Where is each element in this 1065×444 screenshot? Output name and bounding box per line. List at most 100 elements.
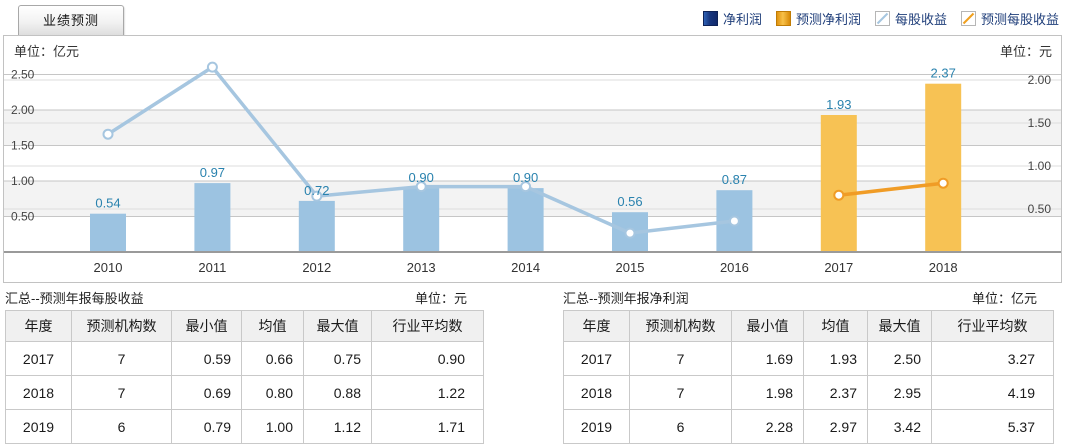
column-header: 最小值	[171, 310, 242, 342]
left-axis-tick-label: 2.50	[11, 68, 35, 82]
table-cell: 2018	[5, 375, 72, 410]
tab-performance-forecast[interactable]: 业绩预测	[18, 5, 124, 35]
forecast-eps-line-swatch-icon	[960, 11, 976, 26]
table-cell: 0.79	[171, 409, 242, 444]
table-cell: 1.22	[371, 375, 484, 410]
bar-value-label: 0.54	[95, 196, 120, 211]
table-cell: 2.97	[803, 409, 868, 444]
x-axis-year-label: 2018	[929, 260, 958, 275]
column-header: 年度	[563, 310, 630, 342]
table-cell: 3.42	[867, 409, 932, 444]
table-header-row: 年度 预测机构数 最小值 均值 最大值 行业平均数	[5, 310, 484, 342]
chart-legend: 净利润 预测净利润 每股收益 预测每股收益	[702, 9, 1059, 28]
table-cell: 6	[629, 409, 732, 444]
bar-value-label: 0.72	[304, 183, 329, 198]
table-cell: 0.80	[241, 375, 304, 410]
legend-label: 预测每股收益	[980, 12, 1059, 27]
table-cell: 2.37	[803, 375, 868, 410]
right-axis-unit-label: 单位：元	[999, 44, 1052, 59]
table-cell: 7	[629, 375, 732, 410]
table-cell: 6	[71, 409, 172, 444]
plot-band	[4, 110, 1061, 146]
table-cell: 4.19	[931, 375, 1054, 410]
table-cell: 7	[71, 341, 172, 376]
left-axis-tick-label: 2.00	[11, 103, 35, 117]
column-header: 行业平均数	[371, 310, 484, 342]
point-每股收益	[415, 181, 427, 193]
left-axis-tick-label: 0.50	[11, 210, 35, 224]
table-cell: 3.27	[931, 341, 1054, 376]
table-row: 2019 6 2.28 2.97 3.42 5.37	[563, 409, 1054, 444]
table-cell: 1.71	[371, 409, 484, 444]
point-每股收益	[311, 190, 323, 202]
x-axis-year-label: 2016	[720, 260, 749, 275]
table-cell: 2017	[5, 341, 72, 376]
column-header: 年度	[5, 310, 72, 342]
table-cell: 2.28	[731, 409, 804, 444]
table-cell: 0.88	[303, 375, 372, 410]
bar-预测净利润-2017	[820, 115, 857, 252]
table-cell: 2019	[563, 409, 630, 444]
column-header: 最大值	[867, 310, 932, 342]
chart-canvas: 0.54 0.97 0.72 0.90 0.90 0.56 0.87 1.93 2.37 0.50…	[4, 61, 1061, 275]
eps-line-swatch-icon	[874, 11, 890, 26]
bar-value-label: 0.90	[409, 170, 434, 185]
bar-value-label: 1.93	[826, 97, 851, 112]
net-profit-swatch-icon	[702, 11, 718, 26]
x-axis-year-label: 2014	[511, 260, 540, 275]
table-cell: 1.93	[803, 341, 868, 376]
bar-净利润-2010	[90, 213, 126, 252]
column-header: 均值	[803, 310, 868, 342]
eps-table-unit-label: 单位：元	[414, 290, 467, 306]
point-每股收益	[206, 61, 218, 73]
table-cell: 7	[71, 375, 172, 410]
point-每股收益	[102, 128, 114, 140]
table-cell: 0.69	[171, 375, 242, 410]
right-axis-tick-label: 1.00	[1028, 159, 1052, 173]
column-header: 均值	[241, 310, 304, 342]
column-header: 预测机构数	[629, 310, 732, 342]
column-header: 预测机构数	[71, 310, 172, 342]
point-预测每股收益	[833, 189, 845, 201]
table-cell: 5.37	[931, 409, 1054, 444]
legend-label: 净利润	[722, 12, 762, 27]
net-profit-table-title: 汇总--预测年报净利润	[563, 290, 689, 306]
point-预测每股收益	[937, 177, 949, 189]
table-row: 2018 7 1.98 2.37 2.95 4.19	[563, 375, 1054, 410]
left-axis-tick-label: 1.00	[11, 174, 35, 188]
table-cell: 0.90	[371, 341, 484, 376]
bar-净利润-2012	[298, 200, 335, 252]
bar-value-label: 0.90	[513, 170, 538, 185]
net-profit-summary-section: 汇总--预测年报净利润 单位：亿元 年度 预测机构数 最小值 均值 最大值 行业平均数 20…	[563, 284, 1054, 444]
bar-value-label: 0.56	[617, 194, 642, 209]
legend-item-net-profit: 净利润	[702, 9, 762, 28]
legend-item-forecast-net-profit: 预测净利润	[775, 9, 861, 28]
table-cell: 1.98	[731, 375, 804, 410]
legend-item-eps: 每股收益	[874, 9, 947, 28]
x-axis-year-label: 2010	[94, 260, 123, 275]
bar-预测净利润-2018	[925, 83, 962, 252]
forecast-chart: 单位：亿元 单位：元 0.54 0.97 0.72 0.90 0.90 0.56 0.87 1…	[3, 35, 1062, 283]
table-row: 2017 7 1.69 1.93 2.50 3.27	[563, 341, 1054, 376]
bar-value-label: 2.37	[931, 66, 956, 81]
column-header: 最大值	[303, 310, 372, 342]
point-每股收益	[728, 215, 740, 227]
bar-净利润-2011	[194, 183, 231, 252]
right-axis-tick-label: 0.50	[1028, 202, 1052, 216]
x-axis-year-label: 2017	[824, 260, 853, 275]
table-row: 2017 7 0.59 0.66 0.75 0.90	[5, 341, 484, 376]
bar-净利润-2013	[403, 188, 440, 252]
legend-item-forecast-eps: 预测每股收益	[960, 9, 1059, 28]
table-cell: 0.75	[303, 341, 372, 376]
net-profit-summary-table: 年度 预测机构数 最小值 均值 最大值 行业平均数 2017 7 1.69 1.93 2.50 3.2…	[563, 310, 1054, 444]
table-cell: 2.50	[867, 341, 932, 376]
left-axis-unit-label: 单位：亿元	[14, 44, 80, 59]
bar-净利润-2014	[507, 188, 544, 252]
x-axis-year-label: 2013	[407, 260, 436, 275]
table-row: 2019 6 0.79 1.00 1.12 1.71	[5, 409, 484, 444]
table-header-row: 年度 预测机构数 最小值 均值 最大值 行业平均数	[563, 310, 1054, 342]
point-每股收益	[624, 227, 636, 239]
table-cell: 2.95	[867, 375, 932, 410]
bar-value-label: 0.87	[722, 172, 747, 187]
line-预测每股收益	[837, 181, 945, 197]
